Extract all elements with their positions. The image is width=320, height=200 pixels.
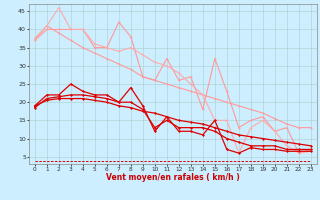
X-axis label: Vent moyen/en rafales ( km/h ): Vent moyen/en rafales ( km/h ): [106, 173, 240, 182]
